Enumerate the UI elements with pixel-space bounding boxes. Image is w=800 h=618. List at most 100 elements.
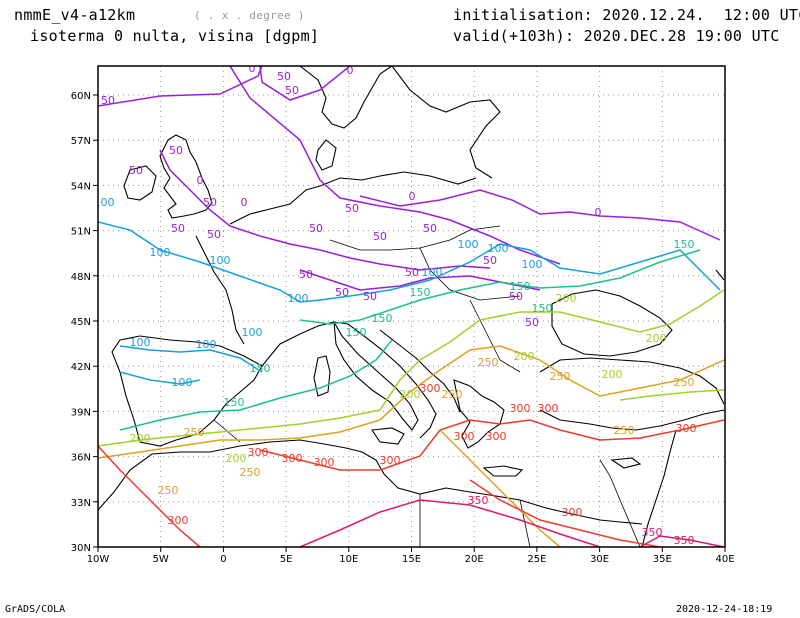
levant-coast (641, 429, 677, 547)
contour-label-50: 50 (373, 230, 387, 243)
lat-label: 54N (71, 181, 91, 192)
valid-time: valid(+103h): 2020.DEC.28 19:00 UTC (453, 27, 780, 45)
contour-label-150: 150 (224, 396, 245, 409)
contour-label-200: 200 (556, 292, 577, 305)
contour-label-250: 250 (240, 466, 261, 479)
contour-label-200: 200 (130, 432, 151, 445)
contour-label-50: 50 (171, 222, 185, 235)
contour-label-50: 50 (345, 202, 359, 215)
scandinavia-outline (299, 66, 393, 129)
contour-label-100: 100 (172, 376, 193, 389)
contour-100-west (98, 221, 721, 303)
contour-label-100: 100 (94, 196, 115, 209)
contour-label-50: 50 (309, 222, 323, 235)
contour-label-50: 50 (285, 84, 299, 97)
contour-label-50: 50 (509, 290, 523, 303)
contour-label-100: 100 (522, 258, 543, 271)
lon-label: 10E (339, 554, 358, 565)
contour-label-350: 350 (468, 494, 489, 507)
lon-label: 15E (402, 554, 421, 565)
contour-300-africa (469, 479, 661, 547)
contour-200 (98, 289, 725, 447)
contour-label-0: 0 (409, 190, 416, 203)
contour-label-100: 100 (242, 326, 263, 339)
latitude-labels: 60N 57N 54N 51N 48N 45N 42N 39N 36N 33N 30N (71, 91, 91, 554)
contour-label-300: 300 (380, 454, 401, 467)
contour-label-50: 50 (423, 222, 437, 235)
lat-label: 33N (71, 498, 91, 509)
contour-label-300: 300 (248, 446, 269, 459)
contour-250 (98, 345, 725, 459)
contour-label-50: 50 (207, 228, 221, 241)
iberia-outline (111, 335, 263, 447)
lon-label: 10W (87, 554, 110, 565)
contour-label-0: 0 (347, 64, 354, 77)
footer-credit: GrADS/COLA (5, 604, 66, 615)
contour-label-300: 300 (168, 514, 189, 527)
contour-label-0: 0 (197, 174, 204, 187)
footer-timestamp: 2020-12-24-18:19 (676, 604, 773, 615)
corsica-sardinia-outline (313, 355, 331, 397)
contour-label-50: 50 (483, 254, 497, 267)
contour-label-300: 300 (510, 402, 531, 415)
lon-label: 5W (153, 554, 169, 565)
cyprus-outline (610, 457, 642, 469)
contour-label-50: 50 (203, 196, 217, 209)
contour-label-250: 250 (674, 376, 695, 389)
contour-label-150: 150 (410, 286, 431, 299)
contour-label-50: 50 (363, 290, 377, 303)
contour-label-300: 300 (420, 382, 441, 395)
contour-350-east (639, 535, 725, 547)
denmark-outline (315, 139, 337, 171)
contour-label-50: 50 (101, 94, 115, 107)
contour-label-50: 50 (299, 268, 313, 281)
mediterranean-north-coast (261, 321, 437, 439)
lat-label: 51N (71, 227, 91, 238)
contour-label-250: 250 (158, 484, 179, 497)
lon-label: 0 (220, 554, 226, 565)
anatolia-coast (539, 357, 725, 405)
contour-label-0: 0 (595, 206, 602, 219)
contour-label-300: 300 (562, 506, 583, 519)
contour-150-south (119, 339, 393, 431)
contour-label-50: 50 (405, 266, 419, 279)
contour-label-200: 200 (514, 350, 535, 363)
contour-50-britain (159, 149, 491, 271)
field-title: isoterma 0 nulta, visina [dgpm] (30, 27, 320, 45)
contour-label-250: 250 (442, 388, 463, 401)
contour-100-iberia-south (119, 371, 201, 385)
greece-outline (453, 379, 505, 449)
sicily-outline (371, 427, 405, 445)
contour-lines (98, 66, 725, 547)
contour-200-east (619, 389, 725, 401)
lon-label: 30E (590, 554, 609, 565)
model-name: nmmE_v4-a12km (14, 6, 136, 24)
contour-label-300: 300 (676, 422, 697, 435)
contour-label-100: 100 (288, 292, 309, 305)
contour-label-50: 50 (525, 316, 539, 329)
contour-label-300: 300 (282, 452, 303, 465)
contour-label-200: 200 (400, 388, 421, 401)
contour-label-200: 200 (602, 368, 623, 381)
contour-label-100: 100 (130, 336, 151, 349)
france-atlantic-coast (195, 235, 245, 345)
contour-label-50: 50 (277, 70, 291, 83)
crete-outline (482, 465, 524, 477)
contour-label-100: 100 (458, 238, 479, 251)
lat-label: 42N (71, 362, 91, 373)
contour-350 (299, 499, 601, 547)
lat-label: 57N (71, 136, 91, 147)
baltic-coast (391, 66, 501, 179)
italy-outline (333, 321, 419, 431)
adriatic-east-coast (379, 329, 461, 413)
contour-label-150: 150 (372, 312, 393, 325)
coastlines (98, 66, 725, 547)
contour-label-300: 300 (314, 456, 335, 469)
lat-label: 39N (71, 407, 91, 418)
lat-label: 48N (71, 272, 91, 283)
black-sea-outline (551, 289, 673, 357)
graticule (98, 66, 725, 547)
great-britain-outline (159, 134, 213, 219)
contour-label-300: 300 (486, 430, 507, 443)
